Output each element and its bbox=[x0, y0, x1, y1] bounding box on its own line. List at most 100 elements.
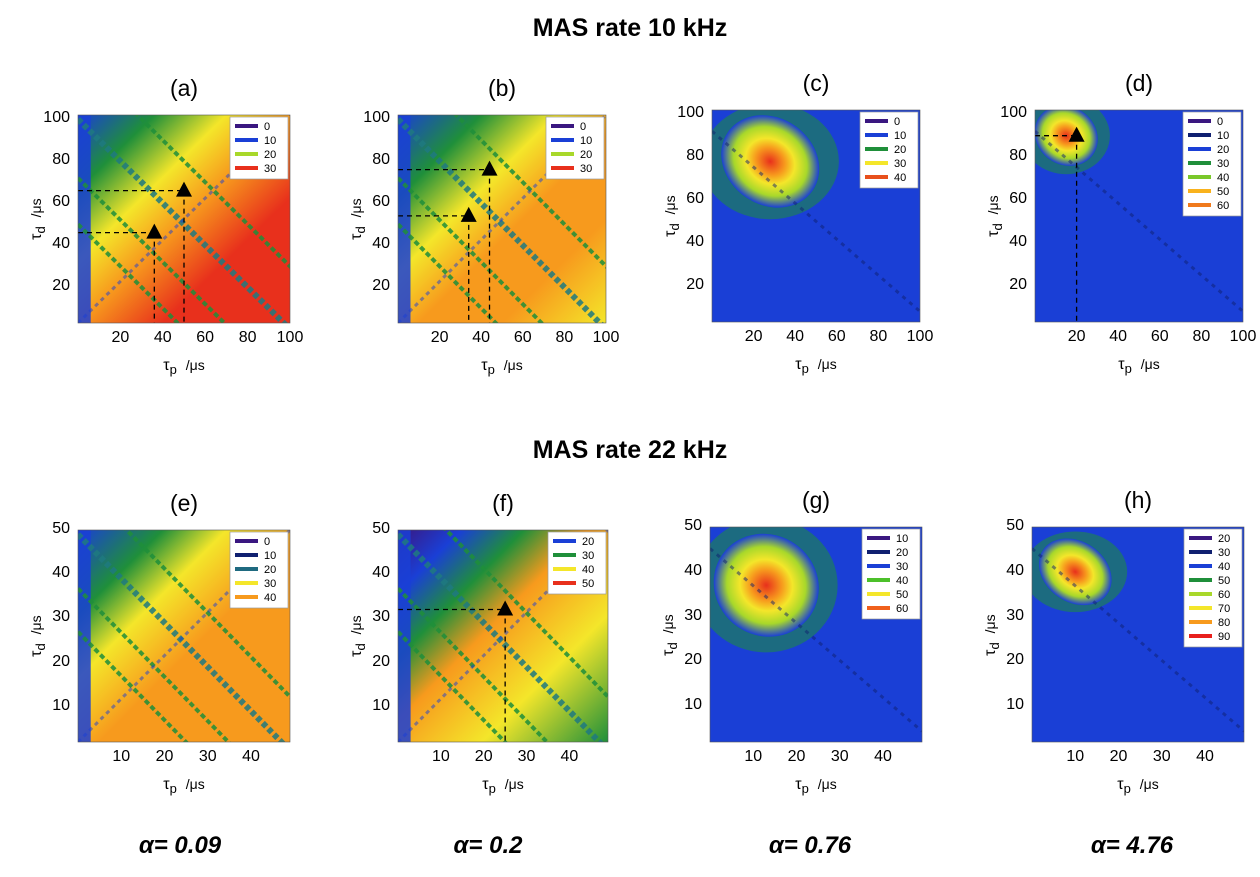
legend-label: 50 bbox=[1217, 186, 1229, 198]
x-axis-label: τp /μs bbox=[453, 776, 553, 796]
heatmap-c: 0 10 20 30 40 bbox=[711, 109, 921, 323]
x-axis-sub: p bbox=[801, 781, 809, 797]
marker-triangle bbox=[176, 181, 192, 197]
x-tick-label: 40 bbox=[560, 748, 579, 765]
y-axis-sub: d bbox=[353, 643, 369, 651]
x-axis-label: τp /μs bbox=[766, 776, 866, 796]
x-tick-label: 20 bbox=[1109, 748, 1128, 765]
legend-label: 10 bbox=[896, 533, 908, 545]
x-axis-label: τp /μs bbox=[1089, 356, 1189, 376]
legend-label: 40 bbox=[1217, 172, 1229, 184]
x-tick-label: 100 bbox=[592, 329, 620, 346]
y-axis-symbol: τ bbox=[347, 650, 365, 657]
panel-g: 10 20 30 40 50 60 (g) 10 20 30 40 50 10 20 30 40 τp /μs τ… bbox=[660, 487, 923, 796]
x-axis-label: τp /μs bbox=[134, 776, 234, 796]
plot-frame bbox=[77, 529, 291, 743]
y-axis-symbol: τ bbox=[27, 233, 45, 240]
y-tick-label: 30 bbox=[1006, 606, 1024, 624]
y-tick-label: 20 bbox=[52, 652, 70, 670]
y-axis-sub: d bbox=[33, 643, 49, 651]
legend-label: 30 bbox=[582, 550, 594, 562]
legend-label: 30 bbox=[580, 163, 592, 175]
y-axis-sub: d bbox=[987, 641, 1003, 649]
x-axis-unit: /μs bbox=[185, 776, 205, 792]
x-tick-label: 60 bbox=[513, 329, 532, 346]
legend-label: 40 bbox=[894, 172, 906, 184]
legend-label: 20 bbox=[1218, 533, 1230, 545]
y-axis-unit: /μs bbox=[27, 198, 44, 218]
x-tick-label: 30 bbox=[517, 748, 536, 765]
plot-frame bbox=[397, 114, 607, 324]
y-tick-label: 10 bbox=[372, 696, 390, 714]
heatmap-e: 0 10 20 30 40 bbox=[77, 529, 291, 743]
panel-label: (c) bbox=[802, 70, 830, 96]
x-tick-label: 60 bbox=[827, 328, 846, 345]
x-tick-label: 20 bbox=[155, 748, 174, 765]
x-tick-label: 60 bbox=[1150, 328, 1169, 345]
marker-triangle bbox=[497, 600, 514, 616]
x-tick-label: 100 bbox=[1229, 328, 1257, 345]
legend-label: 30 bbox=[894, 158, 906, 170]
y-tick-label: 40 bbox=[372, 564, 390, 582]
x-axis-sub: p bbox=[801, 361, 809, 377]
legend-label: 20 bbox=[264, 149, 276, 161]
y-axis-symbol: τ bbox=[659, 648, 677, 656]
panel-label: (h) bbox=[1123, 487, 1153, 513]
panel-label: (f) bbox=[492, 490, 514, 516]
x-tick-label: 40 bbox=[786, 328, 805, 345]
panel-label: (b) bbox=[487, 75, 517, 101]
y-tick-label: 80 bbox=[686, 147, 704, 165]
x-axis-unit: /μs bbox=[1139, 776, 1159, 792]
row-title-top: MAS rate 10 kHz bbox=[532, 14, 728, 42]
x-tick-label: 20 bbox=[787, 748, 806, 765]
legend-label: 40 bbox=[264, 592, 276, 604]
x-axis-label: τp /μs bbox=[1088, 776, 1188, 796]
legend-label: 80 bbox=[1218, 617, 1230, 629]
y-axis-unit: /μs bbox=[981, 613, 998, 633]
legend-label: 0 bbox=[894, 116, 900, 128]
legend-label: 20 bbox=[580, 149, 592, 161]
y-tick-label: 100 bbox=[677, 104, 704, 122]
y-tick-label: 60 bbox=[52, 193, 70, 211]
y-tick-label: 30 bbox=[52, 608, 70, 626]
x-tick-label: 20 bbox=[474, 748, 493, 765]
legend-label: 30 bbox=[1217, 158, 1229, 170]
x-axis-label: τp /μs bbox=[766, 356, 866, 376]
y-tick-label: 100 bbox=[363, 109, 390, 127]
row-title-bottom: MAS rate 22 kHz bbox=[532, 436, 728, 464]
legend-label: 60 bbox=[1218, 589, 1230, 601]
x-axis-unit: /μs bbox=[1140, 356, 1160, 372]
y-axis-unit: /μs bbox=[347, 198, 364, 218]
alpha-label-3: α= 0.76 bbox=[768, 832, 852, 859]
y-tick-label: 40 bbox=[1006, 561, 1024, 579]
y-axis-unit: /μs bbox=[984, 195, 1001, 215]
y-axis-sub: d bbox=[667, 223, 683, 231]
plot-frame bbox=[1031, 526, 1245, 743]
heatmap-h: 20 30 40 50 60 70 80 90 bbox=[1031, 526, 1245, 743]
y-tick-label: 50 bbox=[1006, 517, 1024, 534]
alpha-label-2: α= 0.2 bbox=[453, 832, 523, 859]
y-axis-label: τd /μs bbox=[660, 585, 680, 685]
x-axis-unit: /μs bbox=[503, 357, 523, 373]
y-tick-label: 20 bbox=[372, 652, 390, 670]
y-tick-label: 40 bbox=[684, 561, 702, 579]
x-tick-label: 20 bbox=[111, 329, 130, 346]
y-axis-unit: /μs bbox=[661, 195, 678, 215]
y-axis-symbol: τ bbox=[984, 230, 1002, 237]
y-tick-label: 80 bbox=[52, 151, 70, 169]
x-tick-label: 80 bbox=[1192, 328, 1211, 345]
marker-triangle bbox=[481, 160, 498, 176]
x-tick-label: 20 bbox=[1067, 328, 1086, 345]
x-axis-symbol: τ bbox=[795, 776, 802, 793]
legend-label: 20 bbox=[894, 144, 906, 156]
y-tick-label: 20 bbox=[1006, 651, 1024, 669]
y-tick-label: 40 bbox=[52, 564, 70, 582]
x-tick-label: 100 bbox=[276, 329, 304, 346]
y-tick-label: 60 bbox=[372, 193, 390, 211]
x-axis-symbol: τ bbox=[482, 776, 489, 793]
x-tick-label: 40 bbox=[1196, 748, 1214, 765]
legend-label: 30 bbox=[264, 578, 276, 590]
heatmap-f: 20 30 40 50 bbox=[397, 529, 609, 743]
legend-label: 60 bbox=[896, 603, 908, 615]
legend-label: 10 bbox=[580, 135, 592, 147]
